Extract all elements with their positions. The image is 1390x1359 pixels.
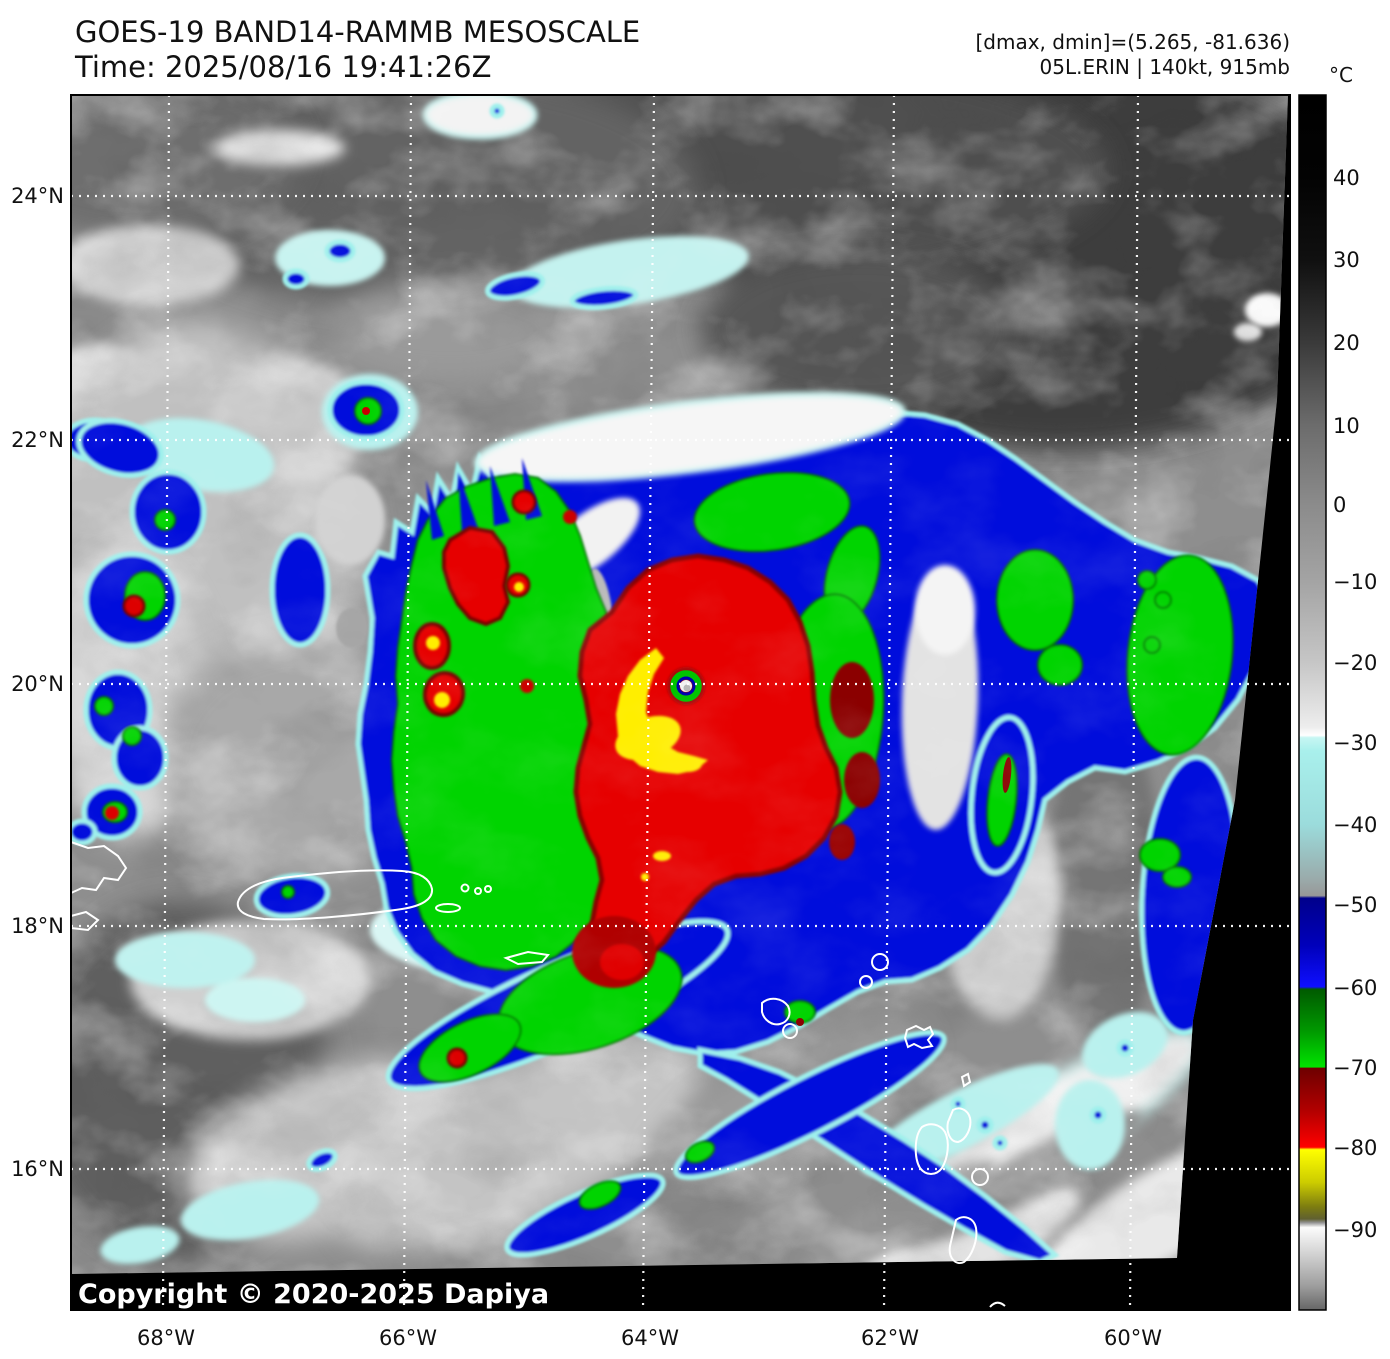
copyright-text: Copyright © 2020-2025 Dapiya: [78, 1279, 549, 1310]
cbar-tick-20: 20: [1333, 331, 1360, 355]
latlon-gridlines: [71, 94, 1290, 1311]
cbar-tick-0: 0: [1333, 493, 1346, 517]
cbar-tick-m70: −70: [1333, 1056, 1377, 1080]
lat-label-16n: 16°N: [11, 1157, 64, 1181]
cbar-tick-m40: −40: [1333, 813, 1377, 837]
colorbar-unit-label: °C: [1329, 63, 1353, 87]
lon-label-62w: 62°W: [861, 1326, 919, 1350]
plot-frame: [70, 94, 1291, 1311]
range-annotation: [dmax, dmin]=(5.265, -81.636): [975, 30, 1290, 54]
satellite-image: [71, 95, 1288, 1274]
colorbar-tick-labels: 40 30 20 10 0 −10 −20 −30 −40 −50 −60 −7…: [1333, 166, 1377, 1242]
longitude-axis: 68°W 66°W 64°W 62°W 60°W: [137, 1326, 1162, 1350]
lat-label-24n: 24°N: [11, 184, 64, 208]
coastline-layer: [70, 841, 1006, 1308]
cloud-noise-overlay: [71, 95, 1288, 1274]
cbar-tick-m90: −90: [1333, 1218, 1377, 1242]
latitude-axis: 24°N 22°N 20°N 18°N 16°N: [11, 184, 64, 1181]
cbar-tick-m20: −20: [1333, 651, 1377, 675]
lat-label-20n: 20°N: [11, 672, 64, 696]
cbar-tick-10: 10: [1333, 414, 1360, 438]
figure-title: GOES-19 BAND14-RAMMB MESOSCALE: [75, 15, 640, 49]
colorbar-gradient: [1298, 94, 1327, 1311]
lon-label-68w: 68°W: [137, 1326, 195, 1350]
cbar-tick-m80: −80: [1333, 1136, 1377, 1160]
cbar-tick-m30: −30: [1333, 731, 1377, 755]
cbar-tick-30: 30: [1333, 248, 1360, 272]
cbar-tick-m50: −50: [1333, 893, 1377, 917]
lat-label-18n: 18°N: [11, 914, 64, 938]
lon-label-60w: 60°W: [1104, 1326, 1162, 1350]
lat-label-22n: 22°N: [11, 428, 64, 452]
lon-label-66w: 66°W: [379, 1326, 437, 1350]
cbar-tick-m60: −60: [1333, 976, 1377, 1000]
figure-time: Time: 2025/08/16 19:41:26Z: [74, 50, 491, 84]
colorbar: 40 30 20 10 0 −10 −20 −30 −40 −50 −60 −7…: [1298, 94, 1377, 1311]
lon-label-64w: 64°W: [621, 1326, 679, 1350]
cbar-tick-40: 40: [1333, 166, 1360, 190]
cbar-tick-m10: −10: [1333, 570, 1377, 594]
header: GOES-19 BAND14-RAMMB MESOSCALE Time: 202…: [74, 15, 1353, 87]
storm-annotation: 05L.ERIN | 140kt, 915mb: [1040, 55, 1290, 79]
